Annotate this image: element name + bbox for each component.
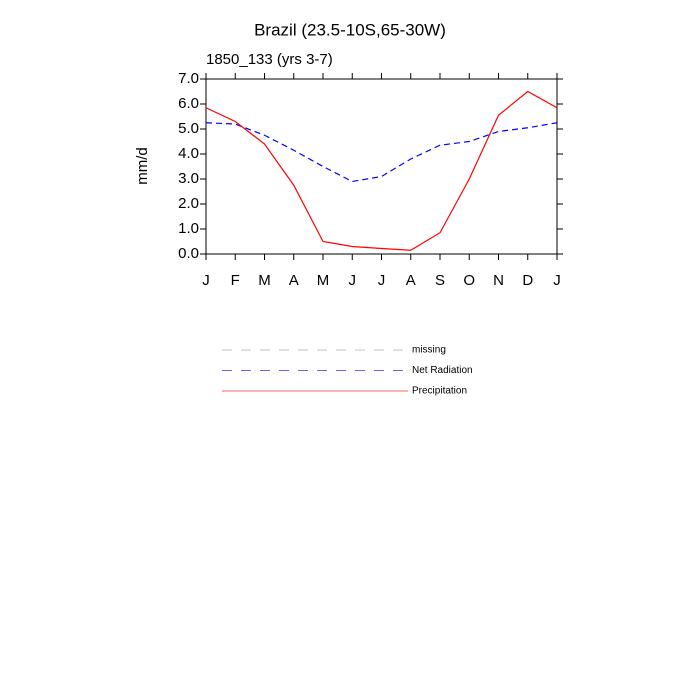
legend-label: missing: [412, 345, 446, 356]
y-axis-label: mm/d: [134, 147, 151, 185]
x-tick-label: J: [202, 272, 210, 289]
x-tick-label: M: [258, 272, 271, 289]
x-tick-label: D: [522, 272, 533, 289]
x-tick-label: M: [317, 272, 330, 289]
y-tick-label: 0.0: [178, 245, 199, 262]
x-tick-label: S: [435, 272, 445, 289]
x-tick-label: J: [553, 272, 561, 289]
legend-label: Net Radiation: [412, 365, 473, 376]
series-line: [205, 122, 558, 183]
y-tick-label: 3.0: [178, 170, 199, 187]
plot-frame: [205, 78, 558, 255]
series-line: [205, 90, 558, 251]
x-tick-label: J: [349, 272, 357, 289]
y-tick-label: 5.0: [178, 120, 199, 137]
x-tick-label: O: [463, 272, 475, 289]
x-tick-label: A: [289, 272, 299, 289]
y-tick-label: 1.0: [178, 220, 199, 237]
chart-title: Brazil (23.5-10S,65-30W): [254, 20, 446, 39]
y-tick-label: 7.0: [178, 70, 199, 87]
x-tick-label: J: [378, 272, 386, 289]
x-tick-label: A: [406, 272, 416, 289]
chart-subtitle: 1850_133 (yrs 3-7): [206, 51, 333, 68]
legend-label: Precipitation: [412, 386, 467, 397]
y-tick-label: 4.0: [178, 145, 199, 162]
x-tick-label: F: [231, 272, 240, 289]
x-tick-label: N: [493, 272, 504, 289]
y-tick-label: 2.0: [178, 195, 199, 212]
y-tick-label: 6.0: [178, 95, 199, 112]
